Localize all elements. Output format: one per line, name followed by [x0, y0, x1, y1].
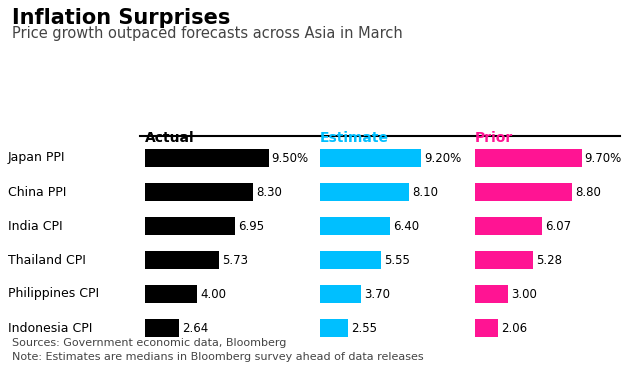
Text: 5.28: 5.28: [536, 253, 562, 267]
Bar: [475, 319, 498, 337]
Text: 8.80: 8.80: [575, 185, 600, 199]
Text: Thailand CPI: Thailand CPI: [8, 253, 86, 267]
Text: 6.40: 6.40: [393, 220, 420, 232]
Text: 2.64: 2.64: [182, 321, 209, 335]
Text: 8.10: 8.10: [412, 185, 438, 199]
Bar: [475, 149, 581, 167]
Bar: [145, 183, 253, 201]
Bar: [320, 217, 391, 235]
Bar: [475, 217, 542, 235]
Text: China PPI: China PPI: [8, 185, 66, 199]
Bar: [320, 149, 421, 167]
Bar: [475, 285, 508, 303]
Text: Sources: Government economic data, Bloomberg: Sources: Government economic data, Bloom…: [12, 338, 287, 348]
Bar: [475, 251, 533, 269]
Text: 2.55: 2.55: [351, 321, 377, 335]
Text: India CPI: India CPI: [8, 220, 62, 232]
Bar: [145, 217, 236, 235]
Text: Actual: Actual: [145, 131, 195, 145]
Bar: [145, 319, 180, 337]
Text: 3.00: 3.00: [511, 288, 537, 300]
Text: 3.70: 3.70: [364, 288, 390, 300]
Text: 6.95: 6.95: [238, 220, 265, 232]
Text: 9.70%: 9.70%: [585, 152, 622, 165]
Text: 5.55: 5.55: [384, 253, 410, 267]
Bar: [145, 251, 219, 269]
Text: Price growth outpaced forecasts across Asia in March: Price growth outpaced forecasts across A…: [12, 26, 403, 41]
Text: 9.20%: 9.20%: [424, 152, 461, 165]
Text: Philippines CPI: Philippines CPI: [8, 288, 99, 300]
Text: 8.30: 8.30: [256, 185, 282, 199]
Text: 4.00: 4.00: [200, 288, 226, 300]
Text: Note: Estimates are medians in Bloomberg survey ahead of data releases: Note: Estimates are medians in Bloomberg…: [12, 352, 423, 362]
Bar: [320, 285, 361, 303]
Bar: [320, 183, 409, 201]
Text: Japan PPI: Japan PPI: [8, 152, 66, 165]
Text: Prior: Prior: [475, 131, 513, 145]
Text: Indonesia CPI: Indonesia CPI: [8, 321, 93, 335]
Text: 5.73: 5.73: [222, 253, 248, 267]
Bar: [145, 149, 268, 167]
Text: 9.50%: 9.50%: [272, 152, 309, 165]
Text: Estimate: Estimate: [320, 131, 389, 145]
Text: Inflation Surprises: Inflation Surprises: [12, 8, 231, 28]
Text: 2.06: 2.06: [501, 321, 527, 335]
Bar: [145, 285, 197, 303]
Bar: [475, 183, 572, 201]
Bar: [320, 319, 348, 337]
Text: 6.07: 6.07: [545, 220, 571, 232]
Bar: [320, 251, 381, 269]
